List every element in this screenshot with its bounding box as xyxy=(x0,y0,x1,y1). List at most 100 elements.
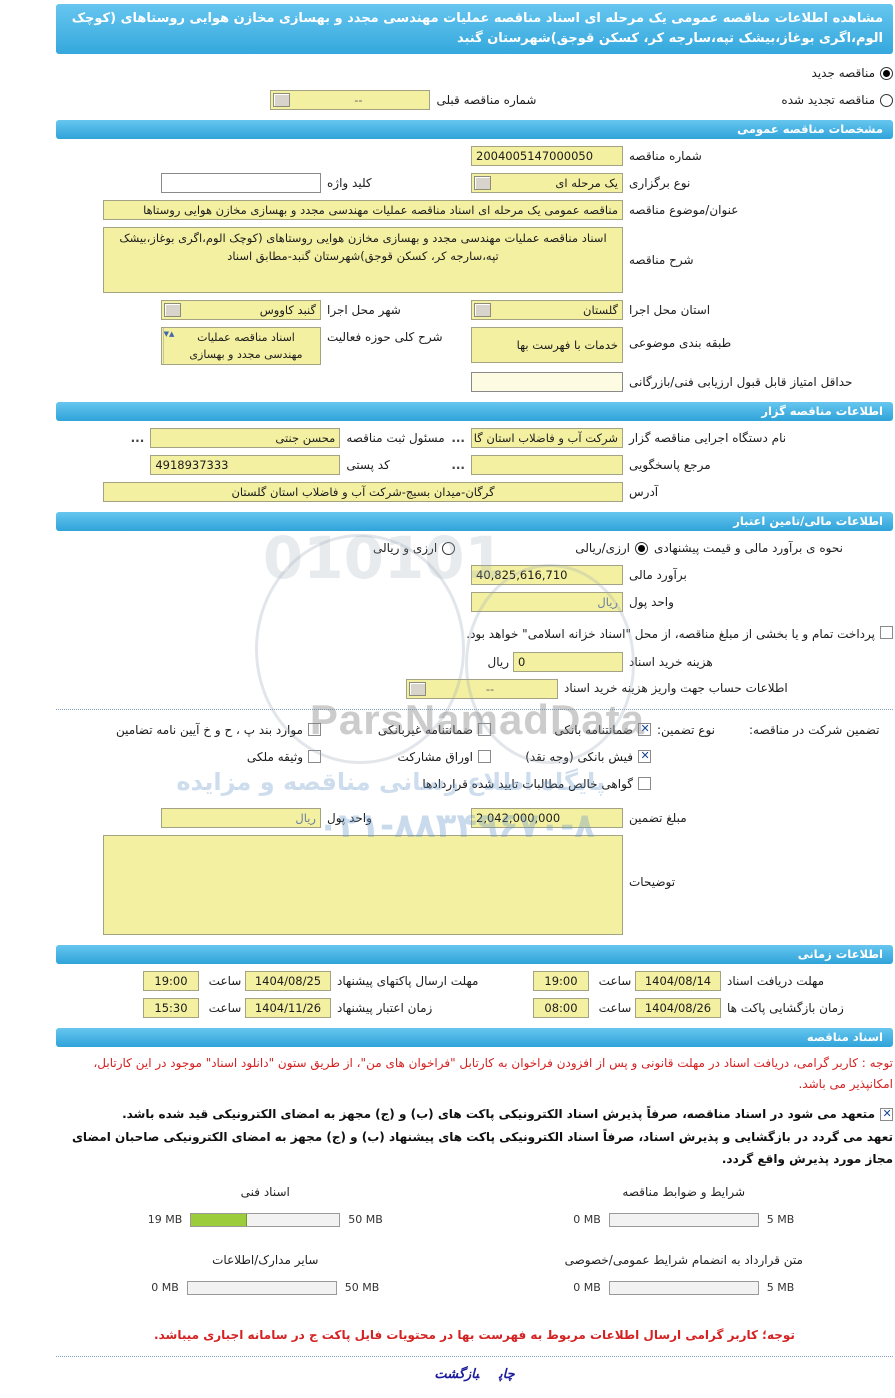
doc-fee-unit-label: ریال xyxy=(487,654,509,669)
file-block-terms: شرایط و ضوابط مناقصه 0 MB 5 MB xyxy=(475,1185,894,1227)
file-block-other: سایر مدارک/اطلاعات 0 MB 50 MB xyxy=(56,1253,475,1295)
doc-receive-deadline-date[interactable]: 1404/08/14 xyxy=(635,970,721,991)
tender-subject-field[interactable]: مناقصه عمومی یک مرحله ای اسناد مناقصه عم… xyxy=(103,200,623,221)
section-general-specs: مشخصات مناقصه عمومی xyxy=(56,120,893,140)
tender-number-label: شماره مناقصه xyxy=(629,149,702,164)
radio-currency-and-rial[interactable] xyxy=(442,541,456,555)
proposal-send-deadline-date[interactable]: 1404/08/25 xyxy=(245,970,331,991)
currency-label: واحد پول xyxy=(629,595,674,610)
fee-account-label: اطلاعات حساب جهت واریز هزینه خرید اسناد xyxy=(564,680,788,695)
notes-textarea[interactable] xyxy=(103,834,623,935)
file-used-size: 0 MB xyxy=(573,1281,601,1295)
file-block-title: اسناد فنی xyxy=(240,1184,290,1199)
fee-account-select[interactable]: -- xyxy=(406,678,558,699)
envelope-opening-time[interactable]: 08:00 xyxy=(533,997,589,1018)
doc-fee-label: هزینه خرید اسناد xyxy=(629,654,713,669)
previous-tender-number-label: شماره مناقصه قبلی xyxy=(436,93,537,108)
envelope-opening-label: زمان بازگشایی پاکت ها xyxy=(727,1000,844,1015)
subject-category-field[interactable]: خدمات با فهرست بها xyxy=(471,327,623,364)
holding-type-select[interactable]: یک مرحله ای xyxy=(471,173,623,194)
checkbox-icon[interactable] xyxy=(478,750,491,764)
currency-field[interactable]: ریال xyxy=(471,592,623,613)
back-button[interactable]: بازگشت xyxy=(434,1367,480,1383)
divider xyxy=(56,1356,893,1358)
radio-rial[interactable] xyxy=(635,541,648,555)
checkbox-icon[interactable] xyxy=(308,750,321,764)
guarantee-option-property[interactable]: وثیقه ملکی xyxy=(247,750,321,764)
postal-code-field[interactable]: 4918937333 xyxy=(150,455,341,476)
radio-rial-label: ارزی/ریالی xyxy=(575,541,630,556)
checkbox-icon[interactable] xyxy=(638,722,651,737)
agency-name-field[interactable]: شرکت آب و فاضلاب استان گا xyxy=(471,428,623,449)
notes-label: توضیحات xyxy=(629,874,676,889)
tender-number-field[interactable]: 2004005147000050 xyxy=(471,146,623,167)
hour-label: ساعت xyxy=(208,1000,242,1015)
min-score-input[interactable] xyxy=(471,372,623,393)
respond-more-button[interactable]: ... xyxy=(451,458,465,473)
radio-new-tender[interactable] xyxy=(880,66,893,80)
guarantee-currency-label: واحد پول xyxy=(327,810,372,825)
previous-tender-number-select[interactable]: -- xyxy=(270,90,431,111)
file-used-size: 0 MB xyxy=(573,1213,601,1227)
proposal-validity-date[interactable]: 1404/11/26 xyxy=(245,997,331,1018)
electronic-docs-checkbox[interactable] xyxy=(880,1107,893,1121)
registrar-label: مسئول ثبت مناقصه xyxy=(346,431,445,446)
guarantee-currency-field[interactable]: ریال xyxy=(161,807,321,828)
proposal-send-deadline-time[interactable]: 19:00 xyxy=(143,970,199,991)
address-field[interactable]: گرگان-میدان بسیج-شرکت آب و فاضلاب استان … xyxy=(103,482,623,503)
tender-description-textarea[interactable]: اسناد مناقصه عملیات مهندسی مجدد و بهسازی… xyxy=(103,227,623,294)
treasury-note: پرداخت تمام و یا بخشی از مبلغ مناقصه، از… xyxy=(466,627,875,642)
file-max-size: 50 MB xyxy=(348,1213,383,1227)
estimate-method-label: نحوه ی برآورد مالی و قیمت پیشنهادی xyxy=(654,541,843,556)
keyword-label: کلید واژه xyxy=(327,176,372,191)
section-tender-documents: اسناد مناقصه xyxy=(56,1027,893,1047)
envelope-opening-date[interactable]: 1404/08/26 xyxy=(635,997,721,1018)
agency-more-button[interactable]: ... xyxy=(451,431,465,446)
guarantee-option-net-claims[interactable]: گواهی خالص مطالبات تایید شده قراردادها xyxy=(422,777,651,791)
financial-estimate-field[interactable]: 40,825,616,710 xyxy=(471,565,623,586)
doc-receive-deadline-time[interactable]: 19:00 xyxy=(533,970,589,991)
file-used-size: 19 MB xyxy=(147,1213,183,1227)
guarantee-option-nonbank[interactable]: ضمانتنامه غیربانکی xyxy=(321,723,491,737)
respond-ref-field[interactable] xyxy=(471,455,623,476)
guarantee-amount-label: مبلغ تضمین xyxy=(629,810,687,825)
scrollbar-arrows-icon[interactable]: ▲▼ xyxy=(163,328,174,365)
checkbox-icon[interactable] xyxy=(638,749,651,764)
file-max-size: 50 MB xyxy=(344,1281,380,1295)
city-select[interactable]: گنبد کاووس xyxy=(161,300,321,321)
checkbox-icon[interactable] xyxy=(308,723,321,737)
province-select[interactable]: گلستان xyxy=(471,300,623,321)
file-progress-bar xyxy=(186,1280,337,1295)
subject-category-label: طبقه بندی موضوعی xyxy=(629,336,732,351)
commitment-line-2: تعهد می گردد در بازگشایی و پذیرش اسناد، … xyxy=(71,1130,893,1167)
download-note: توجه : کاربر گرامی، دریافت اسناد در مهلت… xyxy=(93,1055,893,1092)
tender-subject-label: عنوان/موضوع مناقصه xyxy=(629,203,739,218)
doc-fee-field[interactable]: 0 xyxy=(513,651,623,672)
print-button[interactable]: چاپ xyxy=(499,1367,515,1383)
file-block-technical: اسناد فنی 19 MB 50 MB xyxy=(56,1185,475,1227)
guarantee-amount-field[interactable]: 2,042,000,000 xyxy=(471,807,623,828)
registrar-more-button[interactable]: ... xyxy=(130,431,145,446)
guarantee-option-bankslip[interactable]: فیش بانکی (وجه نقد) xyxy=(491,749,651,764)
file-block-title: شرایط و ضوابط مناقصه xyxy=(622,1184,746,1199)
radio-renewed-tender-label: مناقصه تجدید شده xyxy=(781,93,875,108)
treasury-checkbox[interactable] xyxy=(880,626,893,640)
section-financial-info: اطلاعات مالی/تامین اعتبار xyxy=(56,512,893,532)
guarantee-option-bank[interactable]: ضمانتنامه بانکی xyxy=(491,722,651,737)
min-score-label: حداقل امتیاز قابل قبول ارزیابی فنی/بازرگ… xyxy=(629,375,853,390)
keyword-input[interactable] xyxy=(161,173,321,194)
file-block-contract: متن قرارداد به انضمام شرایط عمومی/خصوصی … xyxy=(475,1253,894,1295)
price-list-note: توجه؛ کاربر گرامی ارسال اطلاعات مربوط به… xyxy=(154,1327,795,1342)
guarantee-option-bonds[interactable]: اوراق مشارکت xyxy=(321,750,491,764)
file-upload-grid: شرایط و ضوابط مناقصه 0 MB 5 MB اسناد فنی… xyxy=(56,1185,893,1321)
radio-renewed-tender[interactable] xyxy=(880,93,893,107)
checkbox-icon[interactable] xyxy=(478,723,491,737)
address-label: آدرس xyxy=(629,485,659,500)
checkbox-icon[interactable] xyxy=(638,777,651,791)
guarantee-option-bylaw[interactable]: موارد بند پ ، ح و خ آیین نامه تضامین xyxy=(116,723,321,737)
registrar-field[interactable]: محسن جنتی xyxy=(150,428,341,449)
proposal-validity-label: زمان اعتبار پیشنهاد xyxy=(337,1000,433,1015)
activity-scope-listbox[interactable]: ▲▼ اسناد مناقصه عملیات مهندسی مجدد و بهسا… xyxy=(161,327,321,366)
proposal-validity-time[interactable]: 15:30 xyxy=(143,997,199,1018)
guarantee-label: تضمین شرکت در مناقصه: xyxy=(749,722,880,737)
